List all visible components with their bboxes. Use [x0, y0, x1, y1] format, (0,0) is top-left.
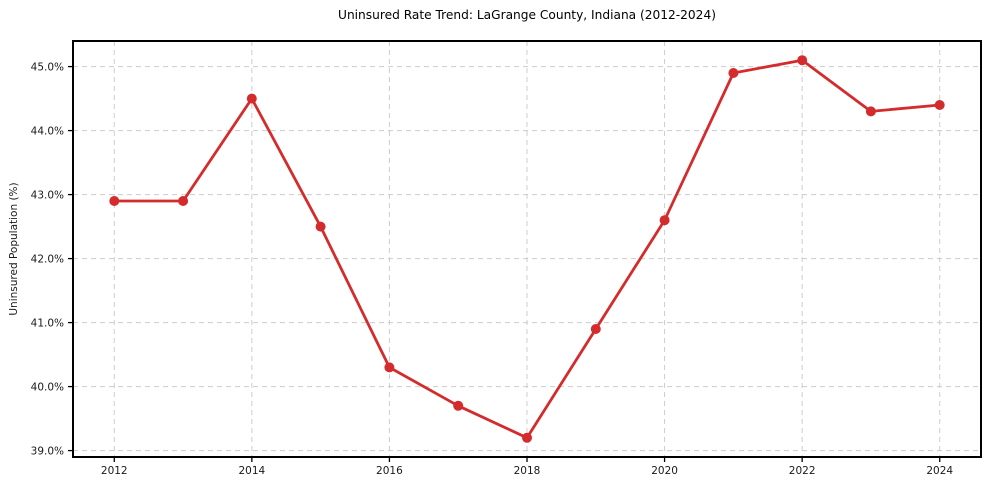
x-tick-label: 2024	[926, 465, 953, 477]
data-point-marker	[934, 100, 945, 110]
chart-title: Uninsured Rate Trend: LaGrange County, I…	[338, 8, 716, 22]
data-point-marker	[522, 432, 532, 443]
y-tick-label: 43.0%	[31, 189, 64, 201]
x-tick-label: 2012	[101, 465, 128, 477]
y-tick-label: 39.0%	[31, 445, 64, 457]
data-point-marker	[178, 196, 189, 206]
x-tick-label: 2022	[789, 465, 816, 477]
data-point-marker	[315, 221, 326, 232]
data-point-marker	[109, 196, 120, 206]
x-tick-label: 2020	[651, 465, 678, 477]
data-point-marker	[590, 324, 601, 334]
y-axis-label: Uninsured Population (%)	[8, 182, 20, 316]
y-tick-label: 42.0%	[31, 253, 64, 265]
data-point-marker	[728, 68, 739, 78]
data-point-marker	[384, 362, 395, 373]
x-tick-label: 2018	[514, 465, 541, 477]
data-point-marker	[659, 215, 670, 226]
y-tick-label: 44.0%	[31, 125, 64, 137]
data-point-marker	[246, 93, 257, 104]
y-tick-label: 45.0%	[31, 61, 64, 73]
x-tick-label: 2016	[376, 465, 403, 477]
data-point-marker	[453, 400, 464, 411]
data-point-marker	[865, 106, 876, 117]
x-tick-label: 2014	[238, 465, 265, 477]
y-tick-label: 41.0%	[31, 317, 64, 329]
y-tick-label: 40.0%	[31, 381, 64, 393]
data-point-marker	[797, 55, 808, 66]
